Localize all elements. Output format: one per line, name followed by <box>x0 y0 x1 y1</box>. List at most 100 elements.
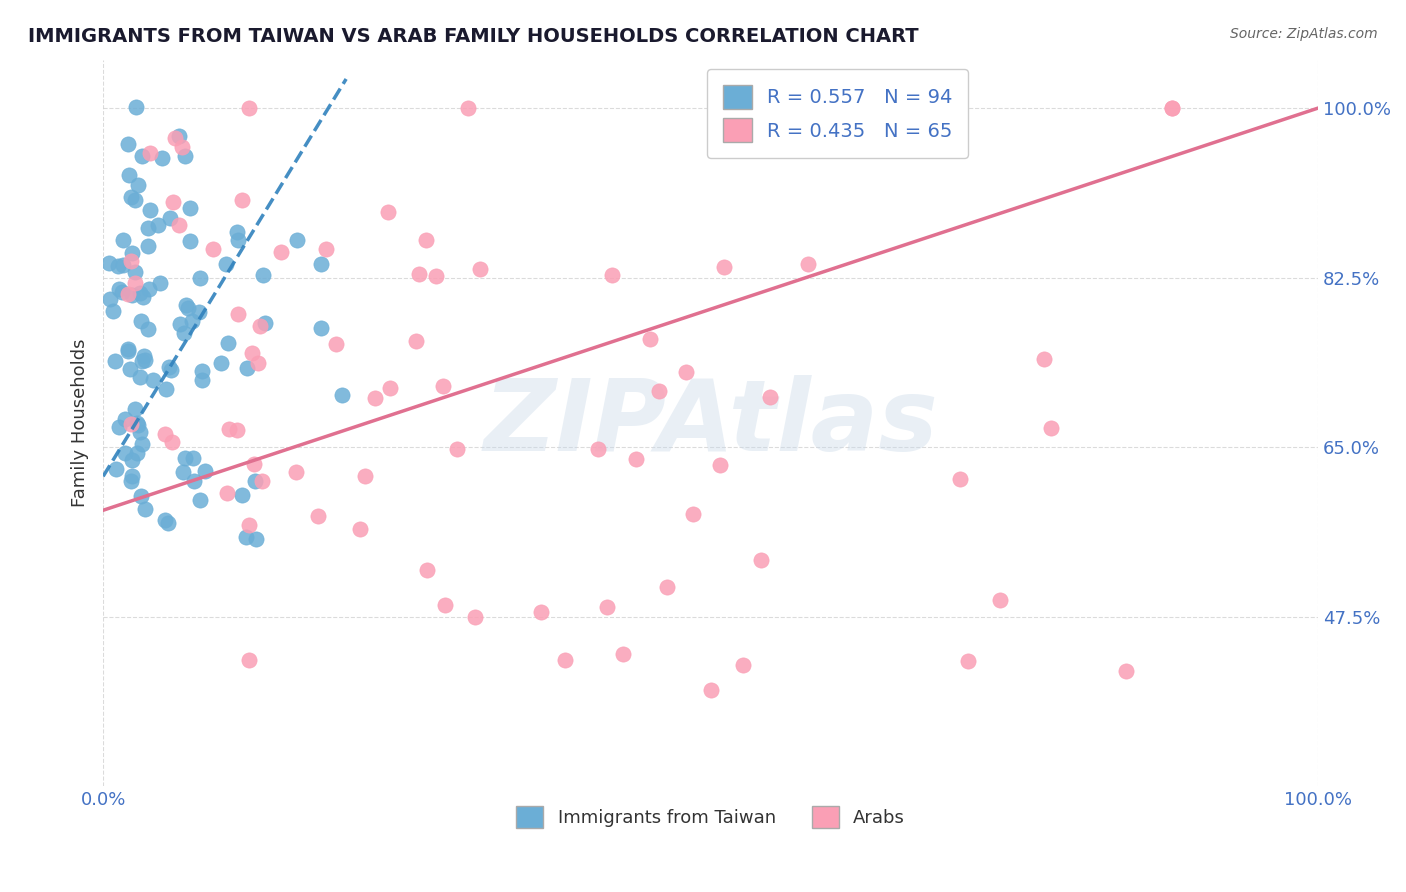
Point <box>434 598 457 612</box>
Point <box>415 233 437 247</box>
Point <box>624 451 647 466</box>
Point <box>127 416 149 430</box>
Point <box>117 286 139 301</box>
Point <box>114 446 136 460</box>
Point <box>554 653 576 667</box>
Point <box>821 101 844 115</box>
Point <box>129 489 152 503</box>
Point <box>957 654 980 668</box>
Point <box>155 382 177 396</box>
Point <box>128 369 150 384</box>
Point <box>238 517 260 532</box>
Point <box>167 218 190 232</box>
Point <box>243 475 266 489</box>
Point <box>155 427 177 442</box>
Point <box>226 233 249 247</box>
Point <box>104 354 127 368</box>
Point <box>121 288 143 302</box>
Point <box>733 657 755 672</box>
Point <box>457 101 479 115</box>
Point <box>284 465 307 479</box>
Point <box>363 391 385 405</box>
Point <box>124 193 146 207</box>
Point <box>675 365 697 379</box>
Point <box>354 469 377 483</box>
Point <box>108 420 131 434</box>
Point <box>127 178 149 192</box>
Point <box>169 317 191 331</box>
Point <box>231 193 253 207</box>
Point <box>139 146 162 161</box>
Point <box>247 355 270 369</box>
Point <box>131 436 153 450</box>
Point <box>307 509 329 524</box>
Point <box>179 235 201 249</box>
Point <box>125 446 148 460</box>
Point <box>132 350 155 364</box>
Point <box>149 276 172 290</box>
Point <box>236 361 259 376</box>
Point <box>134 502 156 516</box>
Point <box>218 422 240 436</box>
Point <box>156 516 179 530</box>
Point <box>226 423 249 437</box>
Point <box>638 332 661 346</box>
Point <box>377 205 399 219</box>
Point <box>797 257 820 271</box>
Point <box>181 450 204 465</box>
Point <box>188 304 211 318</box>
Point <box>120 417 142 431</box>
Point <box>121 468 143 483</box>
Point <box>117 342 139 356</box>
Point <box>612 647 634 661</box>
Point <box>682 507 704 521</box>
Point <box>330 387 353 401</box>
Point <box>105 461 128 475</box>
Point <box>252 268 274 282</box>
Point <box>201 243 224 257</box>
Point <box>188 271 211 285</box>
Text: IMMIGRANTS FROM TAIWAN VS ARAB FAMILY HOUSEHOLDS CORRELATION CHART: IMMIGRANTS FROM TAIWAN VS ARAB FAMILY HO… <box>28 27 918 45</box>
Point <box>215 257 238 271</box>
Text: Source: ZipAtlas.com: Source: ZipAtlas.com <box>1230 27 1378 41</box>
Legend: Immigrants from Taiwan, Arabs: Immigrants from Taiwan, Arabs <box>509 799 912 836</box>
Point <box>138 282 160 296</box>
Point <box>468 262 491 277</box>
Point <box>174 298 197 312</box>
Point <box>432 379 454 393</box>
Point <box>235 530 257 544</box>
Point <box>160 435 183 450</box>
Point <box>183 474 205 488</box>
Point <box>252 474 274 488</box>
Point <box>253 317 276 331</box>
Point <box>657 580 679 594</box>
Point <box>408 267 430 281</box>
Point <box>758 390 780 404</box>
Point <box>1032 352 1054 367</box>
Point <box>124 276 146 290</box>
Point <box>107 259 129 273</box>
Point <box>177 301 200 316</box>
Point <box>121 452 143 467</box>
Point <box>530 605 553 619</box>
Point <box>146 218 169 232</box>
Point <box>172 140 194 154</box>
Point <box>349 522 371 536</box>
Point <box>245 532 267 546</box>
Text: ZIPAtlas: ZIPAtlas <box>484 375 938 472</box>
Point <box>174 450 197 465</box>
Point <box>124 265 146 279</box>
Point <box>101 304 124 318</box>
Point <box>117 136 139 151</box>
Point <box>120 362 142 376</box>
Point <box>163 131 186 145</box>
Point <box>138 322 160 336</box>
Point <box>111 258 134 272</box>
Point <box>162 194 184 209</box>
Point <box>136 221 159 235</box>
Point <box>240 346 263 360</box>
Point <box>270 245 292 260</box>
Point <box>188 493 211 508</box>
Point <box>117 343 139 358</box>
Point <box>174 149 197 163</box>
